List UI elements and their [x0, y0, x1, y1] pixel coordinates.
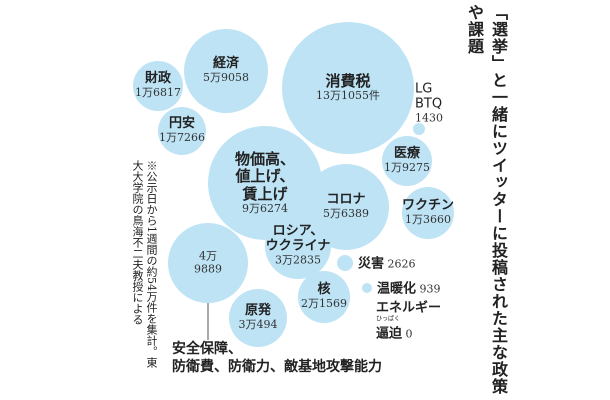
bubble-value: 9万6274 [241, 201, 288, 215]
bubble-name: ワクチン [401, 198, 455, 214]
bubble-value: 5万6389 [323, 207, 369, 221]
bubble-value: 1430 [415, 111, 443, 125]
bubble-label: ワクチン 1万3660 [401, 198, 455, 227]
bubble-label: 4万 9889 [194, 249, 222, 275]
bubble-name: コロナ [326, 192, 366, 208]
bubble [208, 126, 322, 240]
bubble [413, 123, 425, 135]
chart-title: 「選挙」と一緒にツイッターに投稿された主な政策や課題 [465, 4, 508, 395]
bubble-value: 1万6817 [135, 86, 181, 100]
bubble-name: 消費税 [325, 72, 371, 91]
bubble-value: 1万3660 [404, 213, 451, 227]
bubble-value: 2626 [384, 257, 416, 271]
bubble-label: コロナ 5万6389 [323, 192, 369, 221]
bubble-name: 円安 [168, 116, 195, 132]
bubble [133, 61, 183, 111]
ruby-reading: ひっぱく [376, 315, 401, 323]
bubble-name: 温暖化 [377, 281, 417, 297]
bubble [362, 283, 372, 293]
bubble-label: 原発 3万494 [238, 303, 278, 332]
bubble [282, 22, 414, 154]
bubble-label: 経済 5万9058 [203, 56, 249, 85]
bubble-label: ロシア、 ウクライナ 3万2835 [265, 223, 331, 268]
bubble-label: 財政 1万6817 [135, 71, 181, 100]
bubble-name: 物価高、 値上げ、 賃上げ [234, 149, 296, 203]
bubble-label: 医療 1万9275 [384, 146, 430, 175]
bubble-name: LG BTQ [415, 81, 443, 112]
bubble-label: 温暖化 939 [377, 279, 441, 298]
bubble-label: LG BTQ 1430 [415, 81, 443, 126]
bubble-value: 2万1569 [301, 297, 347, 311]
bubble-label: 円安 1万7266 [159, 116, 205, 145]
bubble-value: 5万9058 [203, 71, 249, 85]
bubble-label: 災害 2626 [358, 254, 416, 273]
bubble-name: エネルギー ひっぱく 逼迫 [376, 300, 442, 342]
bubble [382, 136, 432, 186]
bubble-value: 3万2835 [275, 253, 321, 267]
bubble-value: 939 [416, 282, 441, 296]
bubble-value: 3万494 [238, 318, 278, 332]
bubble [184, 29, 268, 113]
bubble [402, 187, 454, 239]
bubble-name: 医療 [393, 146, 420, 162]
bubble-label: 消費税 13万1055件 [316, 72, 380, 103]
bubble-name: 災害 [358, 256, 385, 272]
bubble-value: 0 [402, 327, 413, 341]
bubble [337, 255, 353, 271]
bubble-name: 財政 [144, 71, 171, 87]
bubble [265, 213, 331, 279]
bubble [298, 271, 350, 323]
bubble-name: 経済 [212, 56, 239, 72]
bubble-name: ロシア、 ウクライナ [265, 223, 331, 254]
bubble-value: 1万7266 [159, 131, 205, 145]
security-annotation: 安全保障、 防衛費、防衛力、敵基地攻撃能力 [172, 341, 382, 375]
bubble-label: 物価高、 値上げ、 賃上げ 9万6274 [234, 149, 296, 215]
bubble-name: 原発 [244, 303, 271, 319]
bubble [158, 107, 206, 155]
bubble-value: 13万1055件 [316, 89, 380, 103]
bubble-value: 1万9275 [384, 161, 430, 175]
bubble [168, 223, 248, 303]
bubble-name: 核 [317, 282, 331, 298]
bubble [229, 289, 287, 347]
bubble-label: 核 2万1569 [301, 282, 347, 311]
source-note: ※公示日から1週間の約54万件を集計。東大大学院の鳥海不二夫教授による [131, 160, 158, 368]
bubble-label: エネルギー ひっぱく 逼迫 0 [376, 300, 442, 343]
bubble-value: 4万 9889 [194, 249, 222, 275]
